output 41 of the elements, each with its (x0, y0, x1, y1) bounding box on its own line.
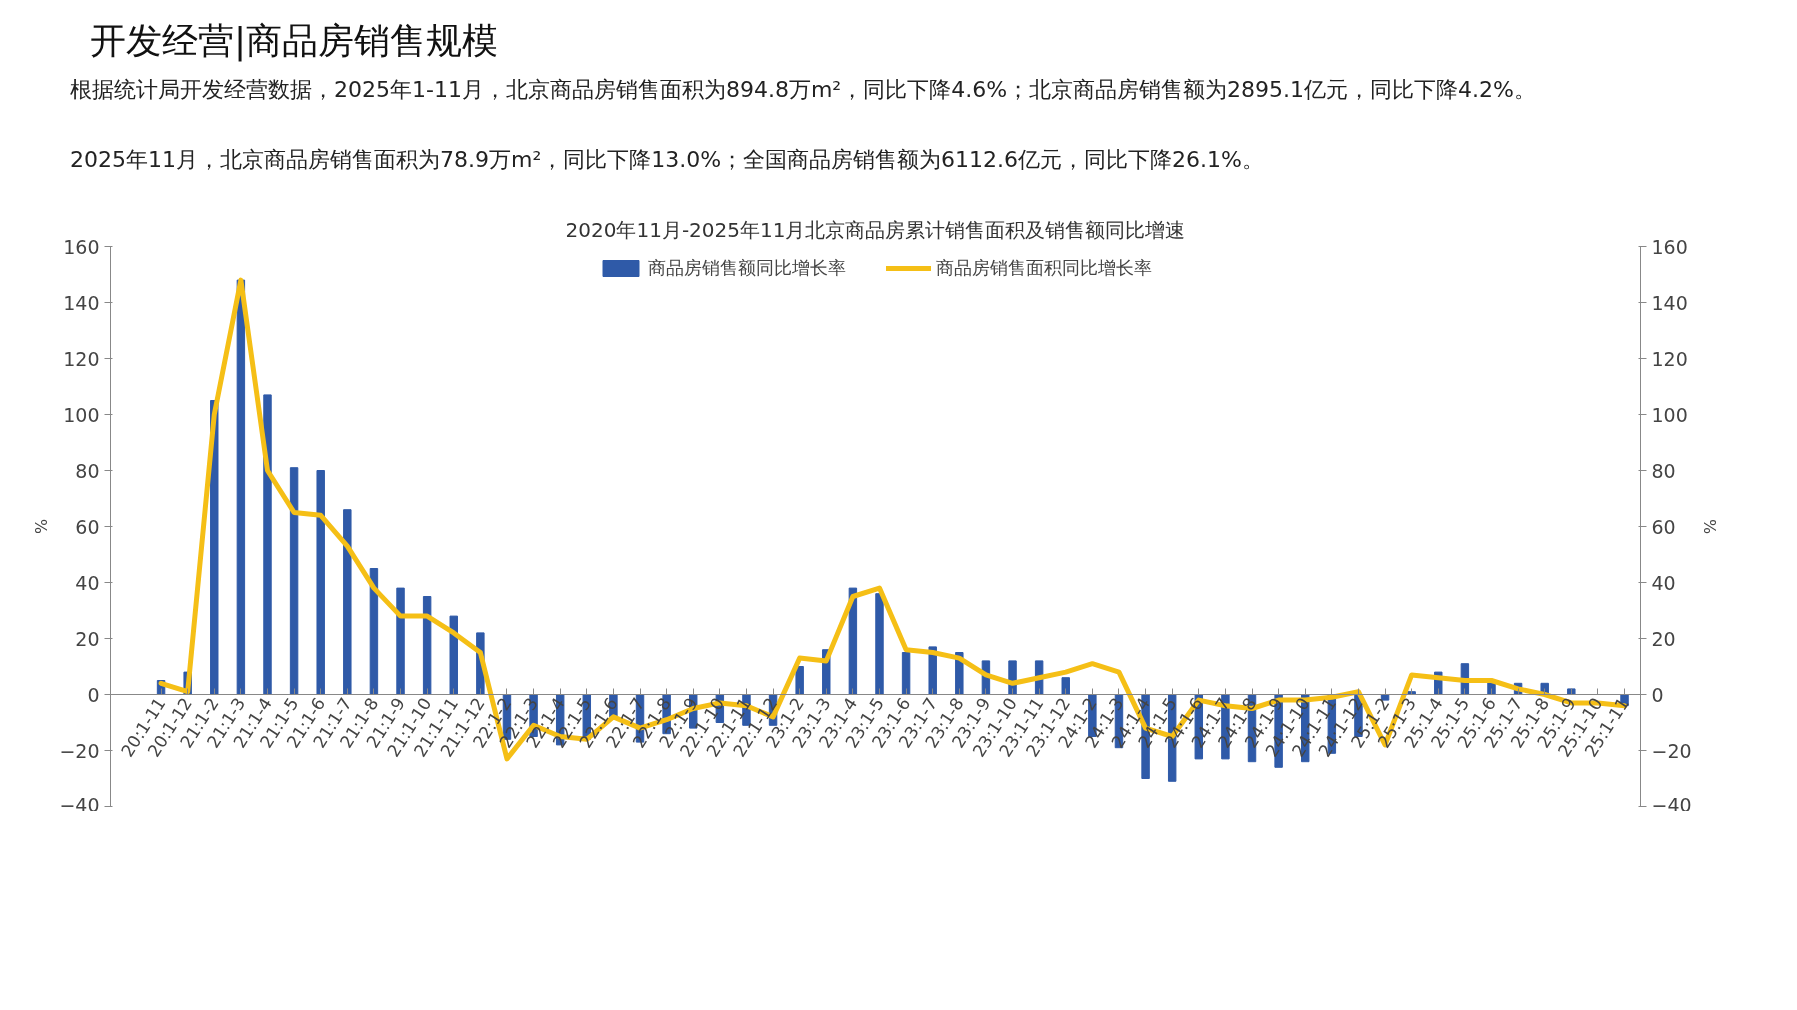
y2-axis-title: % (1699, 518, 1719, 535)
bar (316, 470, 325, 695)
bar (263, 394, 272, 695)
text: 2025年11月，北京商品房销售面积为78.9万m²，同比下降13.0%；全国商品房销售额为6112.6亿元，同比下降26.1%。 (70, 146, 1264, 174)
y2-tick-label: −40 (1651, 793, 1692, 816)
bar (449, 615, 458, 695)
bar (795, 666, 804, 695)
legend-label: 商品房销售额同比增长率 (648, 256, 846, 280)
y-tick-label: −20 (59, 739, 100, 762)
y-tick-label: 40 (75, 571, 100, 594)
y-tick-label: 140 (63, 291, 100, 314)
y-tick-label: −40 (59, 793, 100, 816)
y2-tick-label: 140 (1651, 291, 1688, 314)
text: 根据统计局开发经营数据，2025年1-11月，北京商品房销售面积为894.8万m²，同比下降4.6%；北京商品房销售额为2895.1亿元，同比下降4.2%。 (70, 76, 1536, 104)
y-tick-label: 80 (75, 459, 100, 482)
y-axis-title: % (32, 518, 52, 535)
y2-tick-label: 120 (1651, 347, 1688, 370)
bar (289, 467, 299, 695)
y-tick-label: 100 (63, 403, 100, 426)
y-tick-label: 0 (87, 683, 100, 706)
bar (422, 596, 432, 695)
y2-tick-label: 0 (1651, 683, 1664, 706)
bar (875, 593, 884, 695)
y-tick-label: 60 (75, 515, 100, 538)
y-tick-label: 160 (63, 235, 100, 258)
chart-subtitle: 2020年11月-2025年11月北京商品房累计销售面积及销售额同比增速 (565, 217, 1186, 242)
chart-title: 开发经营|商品房销售规模 (90, 19, 499, 64)
y2-tick-label: 100 (1651, 403, 1688, 426)
y-tick-label: 20 (75, 627, 100, 650)
y2-tick-label: −20 (1651, 739, 1692, 762)
y-tick-label: 120 (63, 347, 100, 370)
bar (343, 509, 352, 695)
y2-tick-label: 160 (1651, 235, 1688, 258)
legend-label: 商品房销售面积同比增长率 (936, 256, 1152, 280)
bar (901, 652, 911, 695)
y2-tick-label: 40 (1651, 571, 1676, 594)
bar (396, 587, 405, 695)
bar (1061, 677, 1070, 695)
y2-tick-label: 60 (1651, 515, 1676, 538)
y2-tick-label: 20 (1651, 627, 1676, 650)
y2-tick-label: 80 (1651, 459, 1676, 482)
